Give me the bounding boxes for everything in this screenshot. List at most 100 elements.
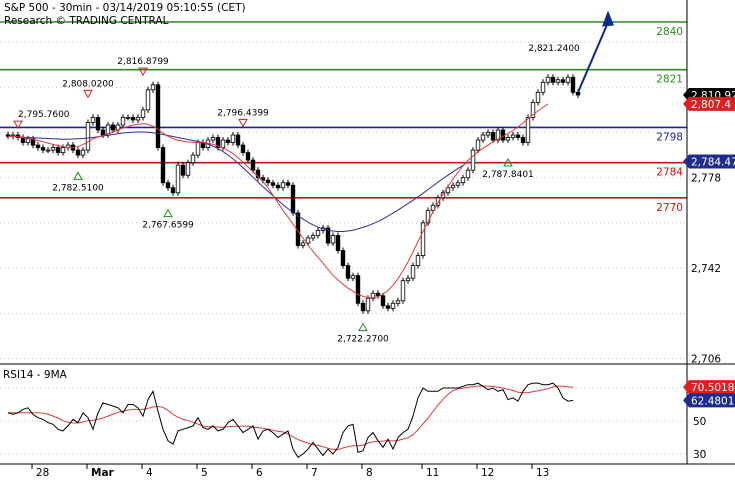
candle-body: [95, 117, 101, 131]
price-annotation: 2,787.8401: [482, 157, 534, 180]
badge-shape: [683, 380, 735, 395]
candle: [330, 232, 336, 247]
x-tick-label: 13: [536, 467, 549, 479]
candle-body: [405, 277, 411, 282]
candle-body: [280, 182, 286, 189]
price-annotation: 2,808.0200: [62, 79, 114, 99]
candle: [495, 126, 501, 144]
candle-body: [125, 117, 131, 119]
candle-body: [555, 79, 561, 83]
candle: [480, 132, 486, 144]
value-badge: 62.4801: [683, 393, 735, 408]
candle-body: [450, 184, 456, 189]
candle-body: [515, 134, 521, 138]
candle-body: [55, 147, 61, 153]
candle: [40, 144, 46, 154]
candle-body: [540, 81, 546, 93]
candle-body: [45, 149, 51, 152]
candle: [415, 252, 421, 269]
candle-body: [465, 169, 471, 179]
candle-body: [90, 117, 96, 123]
high-marker: [138, 67, 148, 77]
candle-body: [130, 117, 136, 121]
chart-subtitle: Research © TRADING CENTRAL: [4, 15, 169, 27]
candle-body: [240, 144, 246, 153]
candle: [400, 277, 406, 304]
candle: [385, 302, 391, 312]
candle-body: [530, 101, 536, 118]
candle: [150, 81, 156, 93]
price-annotation: 2,722.2700: [337, 322, 389, 345]
candle-body: [140, 109, 146, 118]
candle-body: [435, 197, 441, 206]
candle: [540, 79, 546, 96]
candle: [235, 132, 241, 149]
candle-body: [550, 76, 556, 83]
candle-body: [410, 265, 416, 279]
candle: [175, 162, 181, 196]
badge-shape: [683, 96, 735, 111]
badge-shape: [683, 154, 735, 169]
candle: [125, 114, 131, 121]
ma-blue-line: [8, 131, 469, 232]
candle: [390, 300, 396, 312]
x-tick-label: 7: [311, 467, 318, 479]
candle: [225, 137, 231, 146]
candle-body: [165, 182, 171, 189]
candle-body: [40, 147, 46, 151]
x-tick-label: 5: [201, 467, 208, 479]
level-label: 2798: [656, 131, 683, 143]
candle-body: [315, 230, 321, 236]
candle: [355, 272, 361, 307]
candle-body: [150, 84, 156, 91]
candle-body: [110, 124, 116, 131]
candle-body: [270, 182, 276, 186]
high-marker: [13, 120, 23, 130]
candle-body: [440, 192, 446, 199]
candle: [135, 114, 141, 123]
candle-body: [275, 184, 281, 189]
candle-body: [480, 134, 486, 141]
candle-body: [35, 144, 41, 148]
candle-body: [565, 76, 571, 83]
candle-body: [460, 177, 466, 184]
candle-body: [425, 209, 431, 224]
candle-body: [170, 187, 176, 194]
candle: [520, 134, 526, 146]
candle: [55, 144, 61, 156]
candle: [440, 189, 446, 201]
candle-body: [500, 129, 506, 141]
candle-body: [420, 222, 426, 256]
candle-body: [380, 295, 386, 307]
candle: [475, 137, 481, 154]
candle: [90, 114, 96, 126]
candle-body: [535, 91, 541, 103]
candle-body: [575, 91, 581, 96]
candle: [550, 74, 556, 86]
candle-body: [520, 137, 526, 143]
candle-body: [345, 265, 351, 279]
candle-body: [145, 89, 151, 111]
level-label: 2784: [656, 167, 683, 179]
candle: [405, 275, 411, 284]
price-annotation: 2,782.5100: [52, 171, 104, 193]
candle: [380, 292, 386, 309]
candle-body: [220, 139, 226, 148]
candle-body: [330, 235, 336, 244]
candle-body: [290, 184, 296, 214]
candle: [35, 142, 41, 151]
candle: [375, 290, 381, 299]
candle: [165, 179, 171, 191]
candle-body: [505, 137, 511, 141]
annotation-label: 2,796.4399: [217, 108, 269, 118]
chart-title: S&P 500 - 30min - 03/14/2019 05:10:55 (C…: [4, 2, 246, 14]
candle: [245, 149, 251, 164]
level-label: 2821: [656, 74, 683, 86]
candle-body: [230, 134, 236, 143]
x-tick-label: Mar: [91, 467, 115, 479]
low-marker: [503, 157, 513, 167]
candle: [450, 182, 456, 191]
candle-body: [335, 235, 341, 251]
